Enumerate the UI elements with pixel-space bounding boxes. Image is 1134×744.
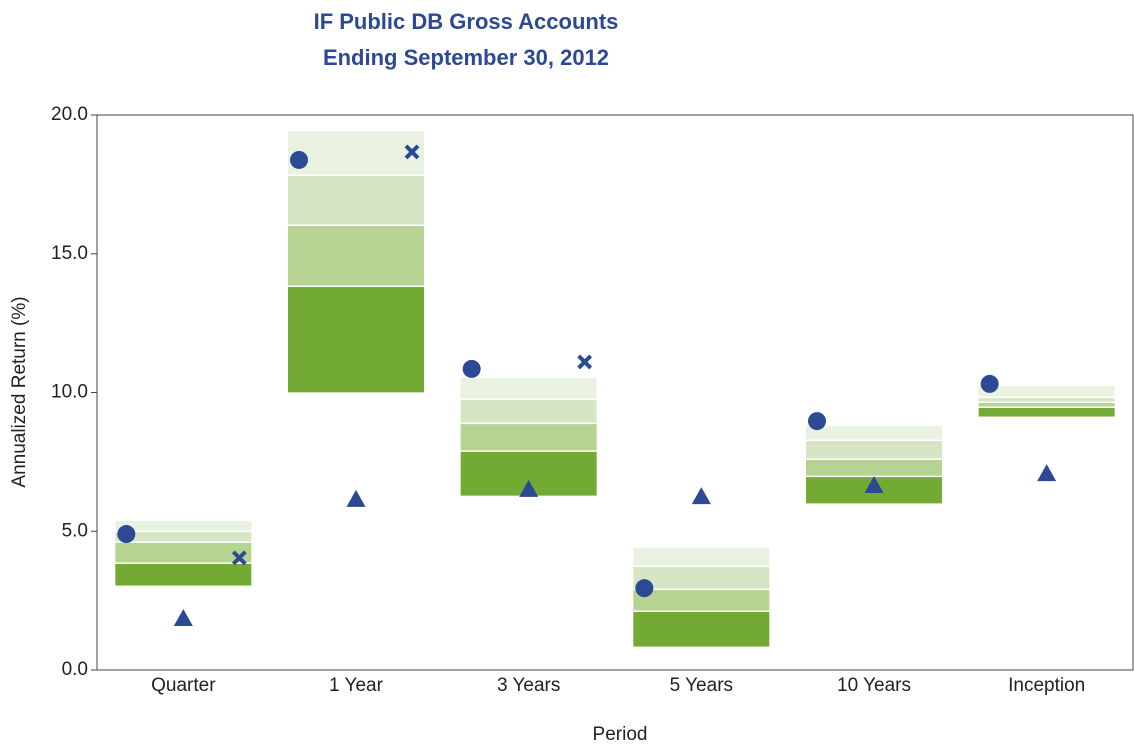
y-tick-label: 15.0 xyxy=(51,243,88,264)
y-tick-label: 5.0 xyxy=(62,520,88,541)
percentile-band xyxy=(633,547,770,566)
percentile-band xyxy=(460,424,597,451)
percentile-band xyxy=(288,226,424,286)
percentile-band xyxy=(806,441,942,459)
plot-frame xyxy=(96,114,1134,671)
marker-triangle xyxy=(1037,464,1057,482)
y-tick-label: 0.0 xyxy=(62,659,88,680)
marker-circle xyxy=(462,359,481,378)
percentile-band xyxy=(806,459,942,476)
percentile-band xyxy=(806,426,942,440)
percentile-band xyxy=(288,131,424,175)
percentile-band xyxy=(633,590,770,611)
marker-circle xyxy=(290,150,308,169)
percentile-band xyxy=(460,399,597,423)
x-tick-label: 3 Years xyxy=(497,675,560,696)
percentile-band xyxy=(115,563,252,586)
percentile-band xyxy=(288,176,424,225)
percentile-band xyxy=(633,612,770,647)
percentile-band xyxy=(288,287,424,393)
x-axis-label: Period xyxy=(593,724,648,744)
percentile-band xyxy=(978,386,1115,397)
percentile-band xyxy=(978,408,1115,417)
marker-circle xyxy=(117,525,136,544)
chart-title: IF Public DB Gross Accounts xyxy=(314,9,619,34)
marker-circle xyxy=(635,579,654,598)
y-tick-label: 20.0 xyxy=(51,104,88,125)
marker-triangle xyxy=(691,487,711,505)
x-tick-label: 5 Years xyxy=(670,675,733,696)
marker-cross xyxy=(577,354,593,370)
marker-triangle xyxy=(864,476,884,494)
percentile-band xyxy=(115,542,252,563)
marker-triangle xyxy=(346,489,366,507)
chart-subtitle: Ending September 30, 2012 xyxy=(323,45,609,70)
marker-triangle xyxy=(519,479,539,497)
marker-circle xyxy=(808,412,826,431)
marker-cross xyxy=(404,144,420,160)
percentile-band xyxy=(460,378,597,399)
x-tick-label: Quarter xyxy=(151,675,216,696)
percentile-band xyxy=(115,520,252,531)
x-tick-label: Inception xyxy=(1008,675,1085,696)
y-tick-label: 10.0 xyxy=(51,382,88,403)
marker-circle xyxy=(980,374,999,393)
marker-triangle xyxy=(173,608,193,626)
y-axis-label: Annualized Return (%) xyxy=(9,296,30,487)
percentile-band xyxy=(978,403,1115,407)
x-tick-label: 10 Years xyxy=(837,675,911,696)
percentile-band xyxy=(978,398,1115,402)
x-tick-label: 1 Year xyxy=(329,675,384,696)
percentile-band xyxy=(633,567,770,589)
marker-cross xyxy=(231,550,247,566)
percentile-band xyxy=(115,532,252,542)
